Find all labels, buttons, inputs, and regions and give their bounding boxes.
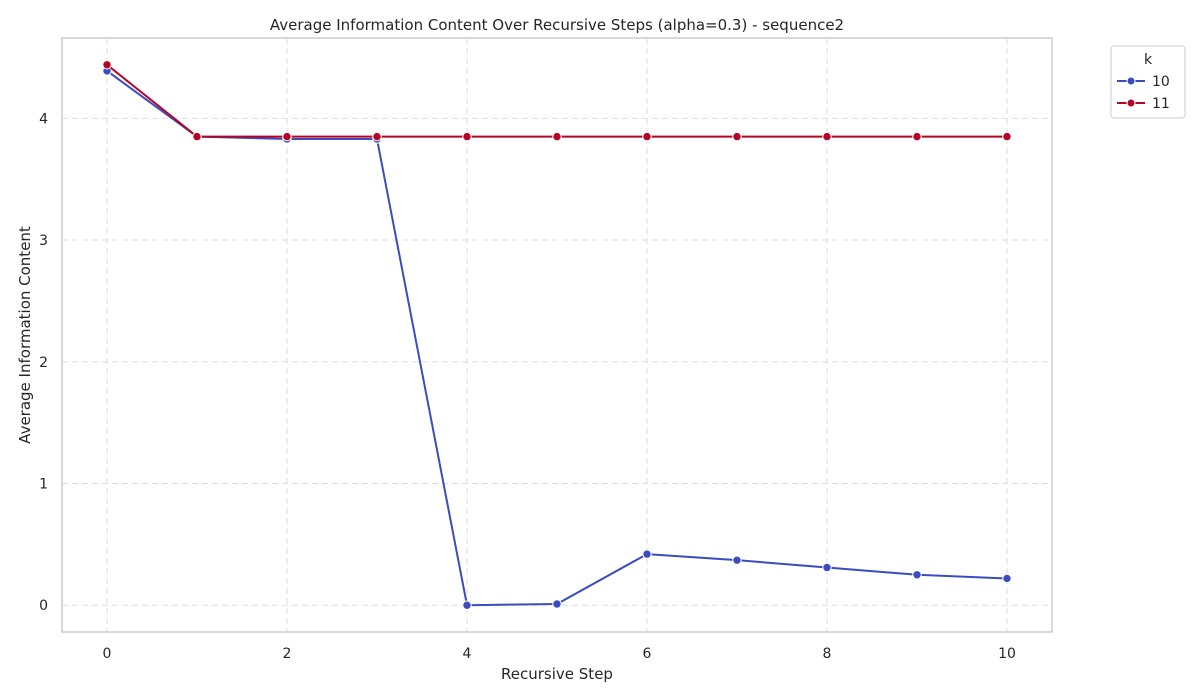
x-axis-label: Recursive Step	[501, 665, 613, 683]
data-point	[732, 131, 742, 142]
series-line	[106, 70, 1008, 607]
data-point	[102, 60, 112, 70]
legend-marker	[1126, 98, 1136, 108]
data-point	[192, 131, 202, 142]
x-tick-label: 8	[823, 646, 832, 662]
x-tick-label: 6	[643, 646, 652, 662]
legend-item: 10	[1117, 74, 1170, 90]
legend-marker	[1126, 76, 1136, 86]
data-point	[732, 555, 742, 565]
legend-item: 11	[1117, 96, 1170, 112]
data-point	[642, 549, 652, 559]
data-point	[552, 599, 562, 609]
y-axis-label: Average Information Content	[16, 226, 34, 444]
x-tick-label: 10	[998, 646, 1016, 662]
x-axis-ticks: 0 2 4 6 8 10	[103, 646, 1016, 662]
data-point	[462, 600, 472, 610]
y-tick-label: 2	[39, 355, 48, 371]
plot-area	[61, 37, 1053, 633]
data-point	[822, 131, 832, 142]
x-tick-label: 2	[283, 646, 292, 662]
data-point	[1002, 573, 1012, 584]
legend-title: k	[1144, 52, 1153, 68]
series-line	[106, 63, 1007, 138]
data-point	[912, 131, 922, 142]
grid	[62, 38, 1052, 632]
y-tick-label: 1	[39, 477, 48, 493]
data-point	[552, 131, 562, 142]
series-10	[102, 66, 1012, 610]
data-point	[822, 562, 832, 573]
y-tick-label: 4	[39, 111, 48, 127]
data-point	[1002, 131, 1012, 142]
chart-title: Average Information Content Over Recursi…	[270, 16, 844, 34]
x-tick-label: 4	[463, 646, 472, 662]
series-lines	[102, 60, 1012, 610]
data-point	[912, 570, 922, 580]
series-11	[102, 60, 1012, 142]
data-point	[282, 131, 292, 142]
y-tick-label: 0	[39, 598, 48, 614]
data-point	[372, 131, 382, 142]
y-tick-label: 3	[39, 233, 48, 249]
data-point	[462, 131, 472, 142]
legend-label: 10	[1152, 74, 1170, 90]
x-tick-label: 0	[103, 646, 112, 662]
data-point	[642, 131, 652, 142]
legend-label: 11	[1152, 96, 1170, 112]
y-axis-ticks: 0 1 2 3 4	[39, 111, 48, 614]
